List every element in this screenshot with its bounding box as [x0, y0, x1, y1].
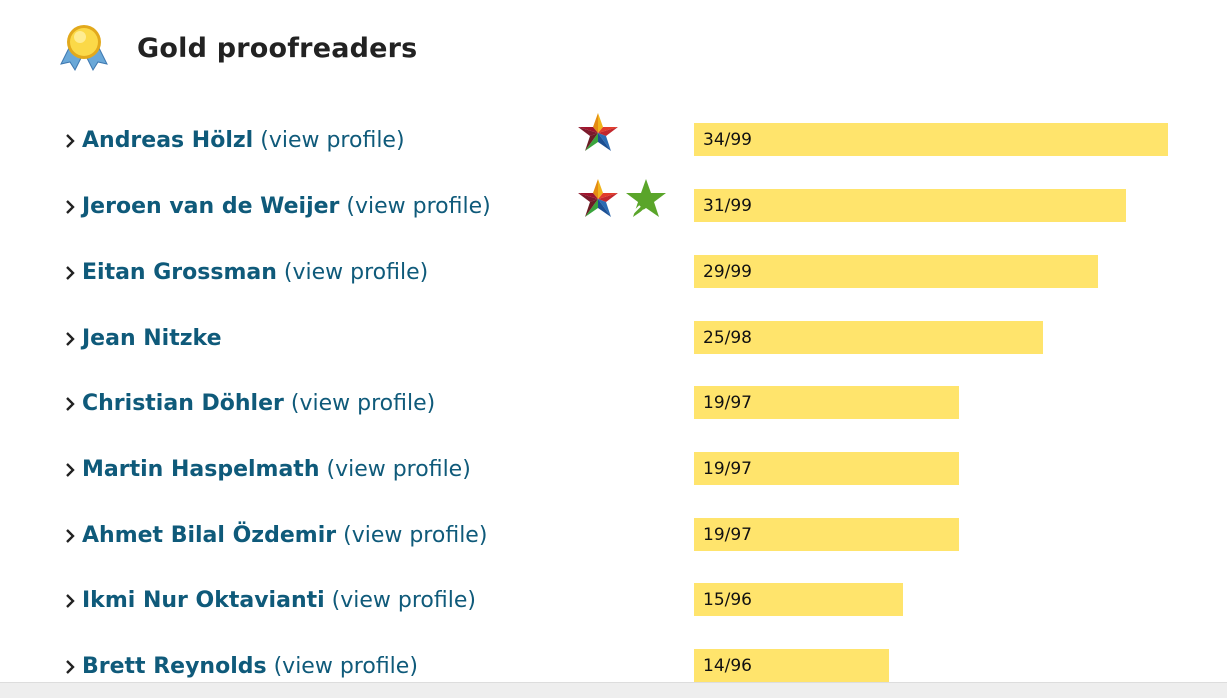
score-bar: 15/96 — [694, 583, 903, 616]
view-profile-link[interactable]: (view profile) — [283, 260, 429, 285]
score-bar: 25/98 — [694, 321, 1043, 354]
proofreader-row: Ikmi Nur Oktavianti (view profile) 15/96 — [0, 581, 1227, 621]
proofreader-name[interactable]: Martin Haspelmath — [82, 457, 320, 482]
proofreader-row: Ahmet Bilal Özdemir (view profile) 19/97 — [0, 516, 1227, 556]
chevron-right-icon[interactable] — [64, 460, 76, 480]
score-label: 19/97 — [703, 459, 752, 479]
score-bar: 34/99 — [694, 123, 1168, 156]
proofreader-row: Jeroen van de Weijer (view profile) 31/9… — [0, 179, 1227, 227]
chevron-right-icon[interactable] — [64, 657, 76, 677]
view-profile-link[interactable]: (view profile) — [326, 457, 471, 482]
score-label: 15/96 — [703, 590, 752, 610]
score-label: 19/97 — [703, 525, 752, 545]
proofreader-row: Andreas Hölzl (view profile) 34/99 — [0, 113, 1227, 161]
score-bar: 29/99 — [694, 255, 1098, 288]
chevron-right-icon[interactable] — [64, 197, 76, 217]
score-label: 19/97 — [703, 393, 752, 413]
view-profile-link[interactable]: (view profile) — [273, 654, 418, 679]
green-star-icon — [626, 179, 666, 218]
chevron-right-icon[interactable] — [64, 526, 76, 546]
view-profile-link[interactable]: (view profile) — [331, 588, 476, 613]
bottom-scroll-strip — [0, 682, 1227, 698]
proofreader-name[interactable]: Jeroen van de Weijer — [82, 194, 340, 219]
proofreader-row: Brett Reynolds (view profile) 14/96 — [0, 647, 1227, 687]
proofreader-name[interactable]: Christian Döhler — [82, 391, 284, 416]
proofreader-name[interactable]: Jean Nitzke — [82, 326, 222, 351]
proofreader-row: Martin Haspelmath (view profile) 19/97 — [0, 450, 1227, 490]
view-profile-link[interactable]: (view profile) — [346, 194, 491, 219]
score-label: 25/98 — [703, 328, 752, 348]
proofreader-row: Christian Döhler (view profile) 19/97 — [0, 384, 1227, 424]
score-label: 14/96 — [703, 656, 752, 676]
proofreader-name[interactable]: Andreas Hölzl — [82, 128, 254, 153]
proofreader-row: Jean Nitzke 25/98 — [0, 319, 1227, 359]
page-header: Gold proofreaders — [56, 22, 417, 74]
chevron-right-icon[interactable] — [64, 329, 76, 349]
score-label: 34/99 — [703, 130, 752, 150]
view-profile-link[interactable]: (view profile) — [260, 128, 405, 153]
multicolor-star-icon — [578, 179, 618, 217]
gold-medal-icon — [60, 25, 108, 72]
proofreader-name[interactable]: Brett Reynolds — [82, 654, 267, 679]
score-label: 29/99 — [703, 262, 752, 282]
proofreader-name[interactable]: Eitan Grossman — [82, 260, 277, 285]
view-profile-link[interactable]: (view profile) — [343, 523, 488, 548]
chevron-right-icon[interactable] — [64, 263, 76, 283]
chevron-right-icon[interactable] — [64, 591, 76, 611]
score-bar: 31/99 — [694, 189, 1126, 222]
proofreader-name[interactable]: Ikmi Nur Oktavianti — [82, 588, 325, 613]
score-bar: 19/97 — [694, 386, 959, 419]
chevron-right-icon[interactable] — [64, 394, 76, 414]
page-title: Gold proofreaders — [137, 32, 418, 64]
proofreader-name[interactable]: Ahmet Bilal Özdemir — [82, 523, 337, 548]
view-profile-link[interactable]: (view profile) — [290, 391, 436, 416]
multicolor-star-icon — [578, 113, 618, 151]
proofreader-row: Eitan Grossman (view profile) 29/99 — [0, 253, 1227, 293]
score-bar: 19/97 — [694, 518, 959, 551]
chevron-right-icon[interactable] — [64, 131, 76, 151]
score-label: 31/99 — [703, 196, 752, 216]
score-bar: 19/97 — [694, 452, 959, 485]
score-bar: 14/96 — [694, 649, 889, 682]
